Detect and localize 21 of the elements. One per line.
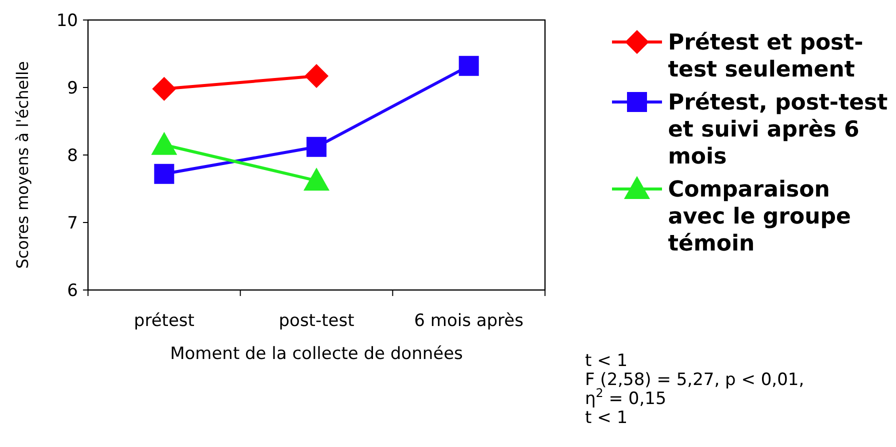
y-tick-label: 6 [67, 280, 78, 301]
x-tick-label: prétest [134, 311, 195, 331]
legend-label: Comparaison avec le groupe témoin [668, 178, 851, 257]
text: η$^{2}$ = 0,15 [585, 386, 666, 409]
point [304, 64, 328, 88]
y-tick-label: 8 [67, 146, 78, 166]
point [458, 56, 479, 76]
y-tick-label: 10 [56, 10, 78, 31]
legend-label: Prétest, post-test et suivi après 6 mois [668, 90, 888, 170]
text: t < 1 [585, 351, 628, 371]
x-tick-label: 6 mois après [414, 311, 524, 331]
point [306, 136, 326, 157]
y-tick-label: 9 [67, 78, 78, 98]
legend-label: Prétest et post-test seulement [668, 30, 864, 83]
x-axis-title: Moment de la collecte de données [170, 344, 464, 364]
point [154, 164, 174, 184]
y-axis-title: Scores moyens à l'échelle [13, 61, 32, 269]
point [152, 76, 176, 101]
text: t < 1 [585, 408, 628, 428]
y-tick-label: 7 [67, 213, 78, 234]
x-tick-label: post-test [278, 311, 355, 331]
